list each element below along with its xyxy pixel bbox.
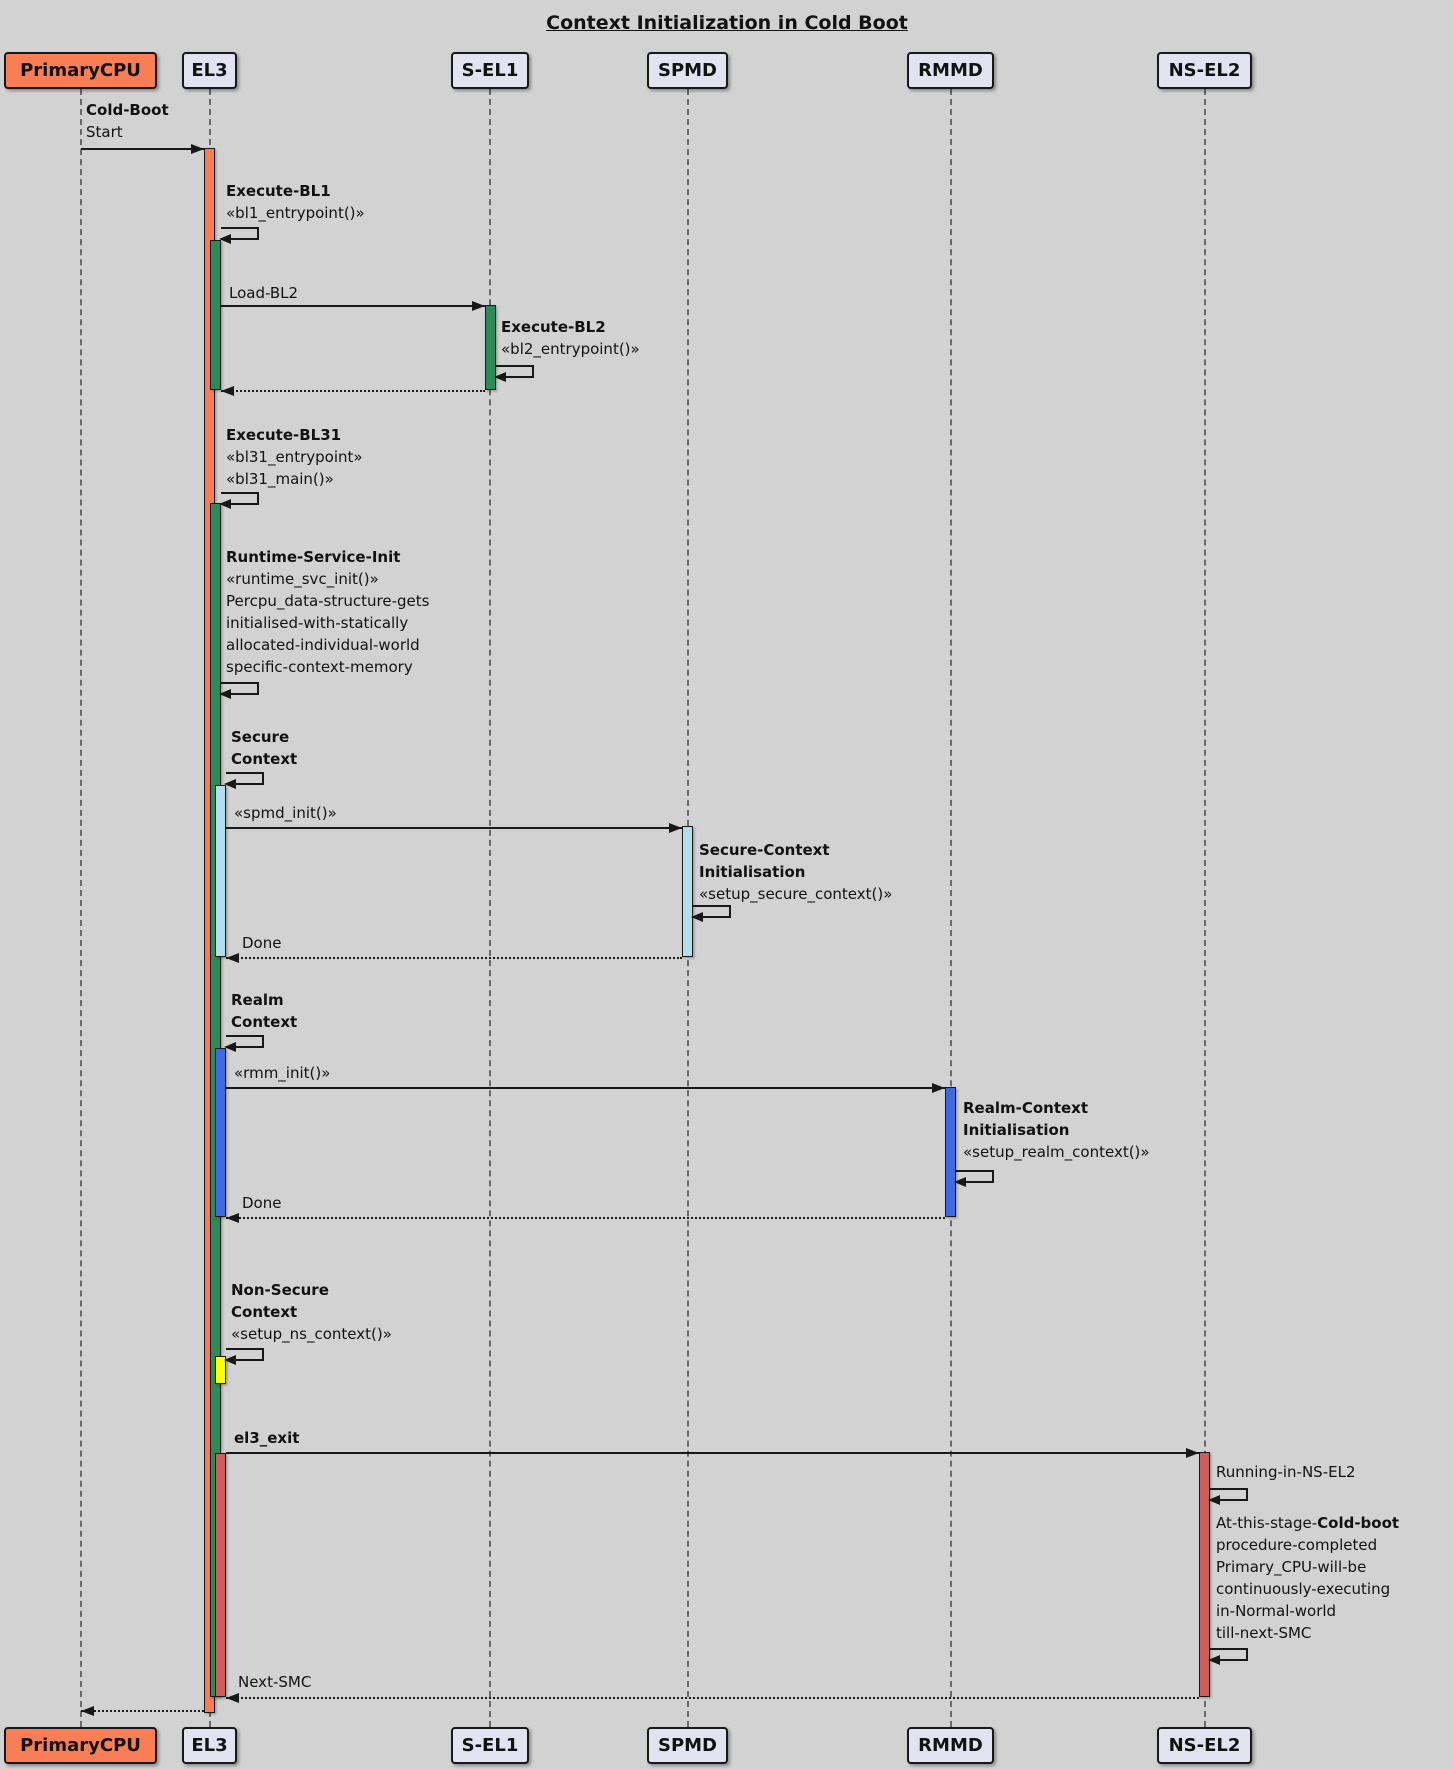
lifeline-rmmd: [950, 89, 952, 1727]
message-label-realm-context-init: Realm-Context Initialisation «setup_real…: [963, 1099, 1150, 1161]
arrow-spmd-init: [226, 827, 682, 829]
arrowhead-icon: [221, 386, 234, 396]
self-arrow-secure-context-init: [691, 905, 731, 922]
arrowhead-icon: [226, 953, 239, 963]
message-label-cold-boot: Cold-Boot Start: [86, 101, 169, 141]
message-label-load-bl2: Load-BL2: [229, 284, 299, 302]
diagram-title: Context Initialization in Cold Boot: [546, 12, 908, 34]
return-to-primary-cpu: [81, 1710, 204, 1712]
participant-s-el1-bottom: S-EL1: [451, 1727, 529, 1764]
return-bl2-done: [221, 390, 485, 392]
arrow-rmm-init: [226, 1087, 945, 1089]
return-done-realm: [226, 1217, 945, 1219]
activation-rmmd-royalblue: [945, 1087, 956, 1217]
arrowhead-icon: [81, 1706, 94, 1716]
message-label-rmm-init: «rmm_init()»: [234, 1064, 331, 1082]
arrowhead-icon: [669, 823, 682, 833]
lifeline-primary-cpu: [80, 89, 82, 1727]
participant-s-el1-top: S-EL1: [451, 52, 529, 89]
self-arrow-runtime-service-init: [219, 682, 259, 699]
arrow-el3-exit: [226, 1452, 1199, 1454]
activation-el3-green-1: [210, 240, 221, 390]
arrowhead-icon: [932, 1083, 945, 1093]
activation-ns-el2-indianred: [1199, 1452, 1210, 1697]
activation-s-el1-green: [485, 305, 496, 390]
arrowhead-icon: [472, 301, 485, 311]
message-label-spmd-init: «spmd_init()»: [234, 804, 337, 822]
message-label-running-ns-el2: Running-in-NS-EL2: [1216, 1463, 1356, 1481]
message-label-done-secure: Done: [242, 934, 282, 952]
message-label-realm-context: Realm Context: [231, 991, 298, 1031]
self-arrow-execute-bl31: [219, 492, 259, 509]
message-label-execute-bl2: Execute-BL2 «bl2_entrypoint()»: [501, 318, 640, 358]
message-label-secure-context-init: Secure-Context Initialisation «setup_sec…: [699, 841, 893, 903]
self-arrow-cold-boot-complete: [1208, 1648, 1248, 1665]
message-label-execute-bl1: Execute-BL1 «bl1_entrypoint()»: [226, 182, 365, 222]
participant-rmmd-top: RMMD: [907, 52, 994, 89]
arrowhead-icon: [191, 144, 204, 154]
activation-el3-yellow: [215, 1356, 226, 1384]
participant-el3-bottom: EL3: [182, 1727, 237, 1764]
self-arrow-secure-context: [224, 772, 264, 789]
arrowhead-icon: [226, 1693, 239, 1703]
participant-ns-el2-top: NS-EL2: [1157, 52, 1252, 89]
self-arrow-realm-context: [224, 1035, 264, 1052]
message-label-el3-exit: el3_exit: [234, 1429, 300, 1447]
activation-spmd-lightblue: [682, 826, 693, 957]
lifeline-s-el1: [489, 89, 491, 1727]
message-label-runtime-service-init: Runtime-Service-Init «runtime_svc_init()…: [226, 548, 430, 676]
arrow-load-bl2: [221, 305, 485, 307]
arrow-cold-boot: [81, 148, 204, 150]
participant-el3-top: EL3: [182, 52, 237, 89]
message-label-done-realm: Done: [242, 1194, 282, 1212]
participant-spmd-bottom: SPMD: [647, 1727, 728, 1764]
arrowhead-icon: [1186, 1448, 1199, 1458]
message-label-ns-context: Non-Secure Context «setup_ns_context()»: [231, 1281, 392, 1343]
lifeline-ns-el2: [1204, 89, 1206, 1727]
participant-ns-el2-bottom: NS-EL2: [1157, 1727, 1252, 1764]
activation-el3-indianred: [215, 1453, 226, 1697]
self-arrow-execute-bl1: [219, 227, 259, 244]
self-arrow-realm-context-init: [954, 1170, 994, 1187]
return-next-smc: [226, 1697, 1199, 1699]
activation-el3-royalblue: [215, 1048, 226, 1217]
self-arrow-running-ns-el2: [1208, 1488, 1248, 1505]
participant-primary-cpu-top: PrimaryCPU: [4, 52, 157, 89]
participant-primary-cpu-bottom: PrimaryCPU: [4, 1727, 157, 1764]
participant-spmd-top: SPMD: [647, 52, 728, 89]
message-label-cold-boot-complete: At-this-stage-Cold-boot procedure-comple…: [1216, 1514, 1400, 1642]
self-arrow-ns-context: [224, 1348, 264, 1365]
participant-rmmd-bottom: RMMD: [907, 1727, 994, 1764]
message-label-secure-context: Secure Context: [231, 728, 298, 768]
return-done-secure: [226, 957, 682, 959]
message-label-execute-bl31: Execute-BL31 «bl31_entrypoint» «bl31_mai…: [226, 426, 363, 488]
self-arrow-execute-bl2: [494, 365, 534, 382]
message-label-next-smc: Next-SMC: [238, 1673, 312, 1691]
arrowhead-icon: [226, 1213, 239, 1223]
activation-el3-lightblue: [215, 785, 226, 957]
